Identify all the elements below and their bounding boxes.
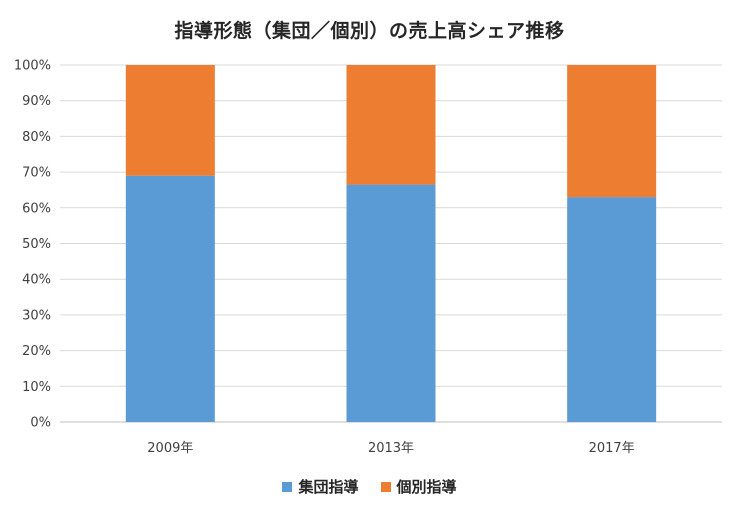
legend-item-group: 集団指導 <box>282 476 359 497</box>
y-tick-label: 70% <box>22 166 51 181</box>
y-tick-label: 20% <box>22 344 51 359</box>
bar-group-0 <box>125 175 215 422</box>
legend-swatch-individual <box>380 481 391 492</box>
y-tick-label: 60% <box>22 201 51 216</box>
y-tick-label: 40% <box>22 273 51 288</box>
y-tick-label: 30% <box>22 308 51 323</box>
x-tick-label: 2009年 <box>147 441 193 456</box>
bar-group-1 <box>346 184 436 422</box>
legend-swatch-group <box>282 481 293 492</box>
y-tick-label: 0% <box>30 416 51 431</box>
y-tick-label: 50% <box>22 237 51 252</box>
bar-individual-2 <box>567 65 657 198</box>
y-tick-label: 10% <box>22 380 51 395</box>
chart-plot-area: 0% 10% 20% 30% 40% 50% 60% 70% 80% 90% 100% 2009年 20… <box>14 59 722 456</box>
bar-group-2 <box>567 197 657 422</box>
y-tick-label: 80% <box>22 130 51 145</box>
y-tick-label: 90% <box>22 94 51 109</box>
chart-title: 指導形態（集団／個別）の売上高シェア推移 <box>174 20 565 42</box>
legend-item-individual: 個別指導 <box>380 476 457 497</box>
legend: 集団指導 個別指導 <box>0 476 739 497</box>
x-tick-label: 2013年 <box>368 441 414 456</box>
legend-label-individual: 個別指導 <box>396 478 457 496</box>
y-tick-label: 100% <box>14 59 51 74</box>
legend-label-group: 集団指導 <box>298 478 359 496</box>
bar-individual-0 <box>125 65 215 176</box>
bar-individual-1 <box>346 65 436 185</box>
x-tick-label: 2017年 <box>589 441 635 456</box>
